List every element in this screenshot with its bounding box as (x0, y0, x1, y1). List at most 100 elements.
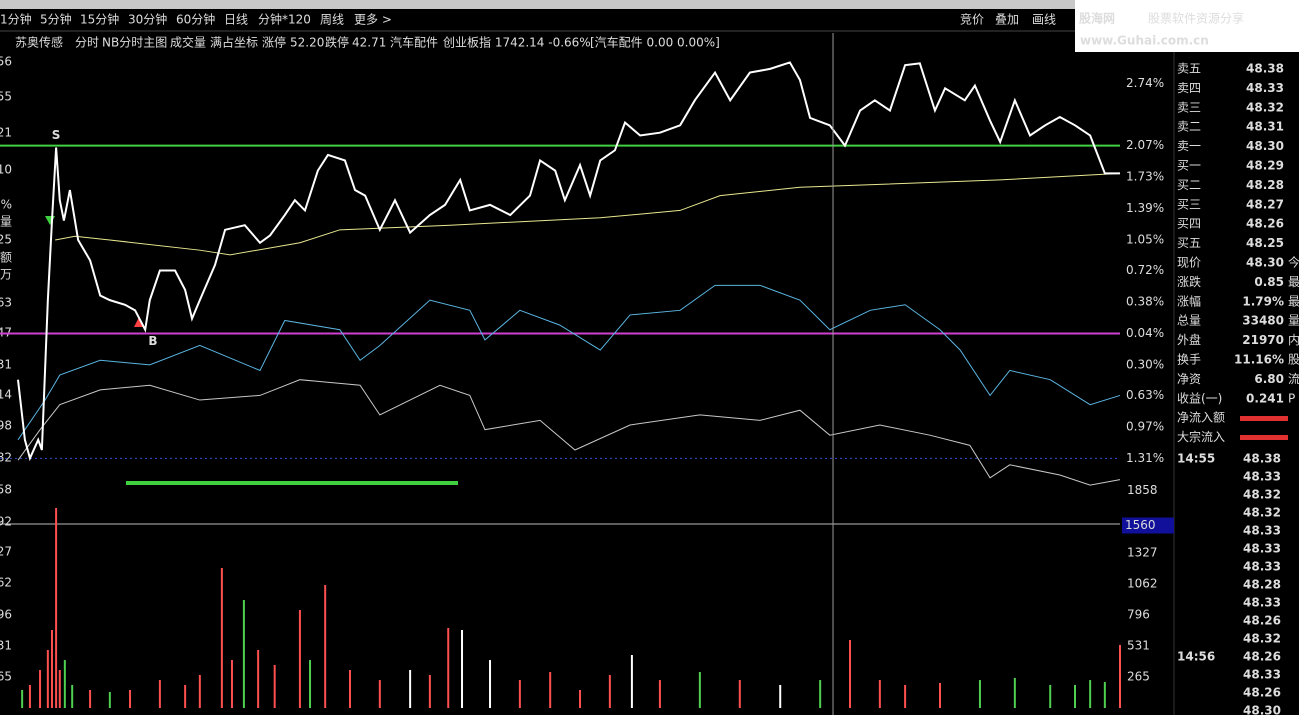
quote-value: 48.26 (1246, 217, 1284, 231)
y-tick-label: 0.97% (1126, 419, 1164, 433)
y-tick-label: 2.07% (1126, 138, 1164, 152)
info-item: 42.71 (352, 36, 386, 50)
volume-tick-label: 531 (1127, 638, 1150, 652)
left-axis-label: 27 (0, 545, 12, 559)
quote-value: 48.27 (1246, 197, 1284, 211)
quote-value: 48.30 (1246, 139, 1284, 153)
info-item: NB分时主图 (102, 36, 167, 50)
logo-slogan: 股票软件资源分享 (1148, 11, 1244, 26)
quote-value: 48.32 (1246, 100, 1284, 114)
quote-extra: 流 (1288, 372, 1299, 386)
quote-value: 48.31 (1246, 120, 1284, 134)
volume-tick-label: 1062 (1127, 576, 1158, 590)
y-tick-label: 1.73% (1126, 170, 1164, 184)
y-tick-label: 0.72% (1126, 263, 1164, 277)
y-tick-label: 1.31% (1126, 451, 1164, 465)
info-item: 满占坐标 (210, 35, 258, 50)
left-axis-label: 96 (0, 608, 12, 622)
quote-label: 卖三 (1177, 100, 1201, 114)
volume-tick-label: 265 (1127, 670, 1150, 684)
quote-label: 卖一 (1177, 139, 1201, 153)
quote-extra: P (1288, 391, 1295, 405)
volume-tick-label: 1858 (1127, 483, 1158, 497)
quote-value: 6.80 (1254, 372, 1284, 386)
left-axis-label: 56 (0, 55, 12, 69)
period-tab[interactable]: 日线 (224, 13, 248, 27)
price-line (17, 61, 1120, 462)
info-item: 创业板指 1742.14 -0.66% (443, 35, 591, 50)
quote-value: 33480 (1242, 314, 1284, 328)
tool-button[interactable]: 竞价 (960, 13, 984, 27)
trade-price: 48.32 (1243, 488, 1281, 502)
period-tab[interactable]: 周线 (320, 13, 344, 27)
trade-price: 48.26 (1243, 650, 1281, 664)
quote-label: 总量 (1177, 314, 1201, 328)
left-axis-label: 14 (0, 388, 12, 402)
left-axis-label: 58 (0, 483, 12, 497)
cursor-volume: 1560 (1125, 518, 1156, 532)
quote-value: 48.29 (1246, 159, 1284, 173)
green-bar (126, 481, 458, 485)
y-tick-label: 0.38% (1126, 294, 1164, 308)
cursor-volume-box (1122, 517, 1174, 534)
left-axis-label: 82 (0, 451, 12, 465)
tool-button[interactable]: 叠加 (995, 13, 1019, 27)
trade-time: 14:55 (1177, 452, 1215, 466)
left-axis-label: 21 (0, 126, 12, 140)
sector-line (17, 379, 1121, 486)
quote-label: 买三 (1177, 197, 1201, 211)
period-tab[interactable]: 更多 > (354, 13, 392, 27)
info-item: 成交量 (170, 35, 206, 50)
avg-line (55, 172, 1121, 256)
quote-label: 净流入额 (1177, 411, 1225, 425)
info-item: 52.20 (290, 36, 324, 50)
tool-button[interactable]: 画线 (1032, 13, 1056, 27)
quote-label: 买一 (1177, 159, 1201, 173)
quote-extra: 最 (1288, 294, 1299, 308)
menu-bar (0, 0, 1075, 9)
quote-label: 买二 (1177, 178, 1201, 192)
quote-value: 48.38 (1246, 62, 1284, 76)
info-item: 跌停 (325, 35, 349, 50)
period-tab[interactable]: 30分钟 (128, 12, 167, 27)
period-tab[interactable]: 15分钟 (80, 12, 119, 27)
period-tab[interactable]: 分钟*120 (258, 12, 311, 27)
period-tab[interactable]: 1分钟 (0, 12, 32, 27)
info-item: 涨停 (262, 35, 286, 50)
info-item: [汽车配件 0.00 0.00%] (590, 35, 720, 50)
quote-label: 卖二 (1177, 120, 1201, 134)
index-line (17, 284, 1121, 441)
quote-label: 涨跌 (1177, 274, 1201, 289)
left-axis-label: 25 (0, 233, 12, 247)
period-tab[interactable]: 5分钟 (40, 12, 72, 27)
quote-extra: 股 (1288, 353, 1299, 367)
info-item: 苏奥传感 (15, 35, 63, 50)
quote-label: 卖四 (1177, 81, 1201, 95)
volume-tick-label: 1327 (1127, 545, 1158, 559)
left-axis-label: 量 (0, 215, 12, 229)
info-item: 汽车配件 (390, 35, 438, 50)
quote-value: 11.16% (1234, 353, 1284, 367)
quote-value: 48.28 (1246, 178, 1284, 192)
left-axis-label: 98 (0, 419, 12, 433)
trade-price: 48.30 (1243, 704, 1281, 715)
quote-label: 外盘 (1177, 332, 1201, 347)
trade-time: 14:56 (1177, 650, 1215, 664)
y-tick-label: 1.05% (1126, 233, 1164, 247)
trade-price: 48.32 (1243, 506, 1281, 520)
y-tick-label: 0.63% (1126, 388, 1164, 402)
quote-value: 0.85 (1254, 275, 1284, 289)
y-tick-label: 1.39% (1126, 201, 1164, 215)
quote-value: 1.79% (1242, 294, 1284, 308)
left-axis-label: 92 (0, 515, 12, 529)
left-axis-label: 31 (0, 639, 12, 653)
quote-label: 买五 (1177, 236, 1201, 250)
period-tab[interactable]: 60分钟 (176, 12, 215, 27)
trade-price: 48.33 (1243, 542, 1281, 556)
quote-label: 卖五 (1177, 62, 1201, 76)
quote-label: 涨幅 (1177, 293, 1201, 308)
left-axis-label: 2% (0, 198, 12, 212)
quote-extra: 量 (1288, 314, 1299, 328)
quote-extra: 今 (1288, 255, 1299, 270)
flow-bar (1240, 416, 1288, 421)
